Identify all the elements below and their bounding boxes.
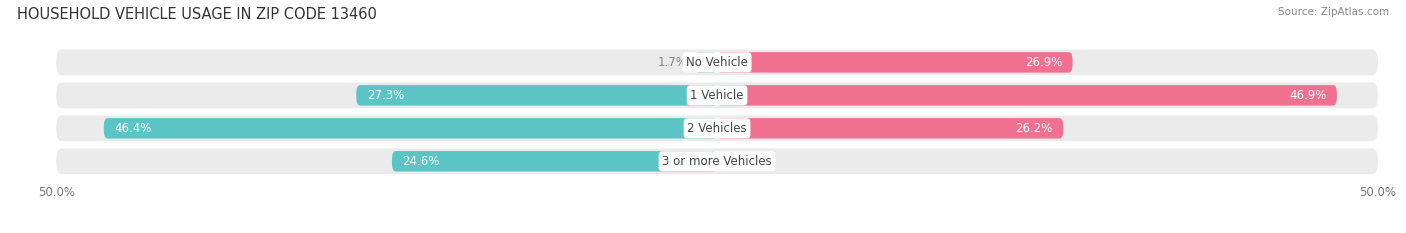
Text: 0.0%: 0.0% bbox=[724, 155, 754, 168]
FancyBboxPatch shape bbox=[56, 148, 1378, 174]
FancyBboxPatch shape bbox=[717, 52, 1073, 73]
FancyBboxPatch shape bbox=[56, 116, 1378, 141]
Text: 27.3%: 27.3% bbox=[367, 89, 404, 102]
Text: 1.7%: 1.7% bbox=[658, 56, 688, 69]
Text: No Vehicle: No Vehicle bbox=[686, 56, 748, 69]
FancyBboxPatch shape bbox=[56, 50, 1378, 75]
Text: 46.4%: 46.4% bbox=[114, 122, 152, 135]
Text: 46.9%: 46.9% bbox=[1289, 89, 1326, 102]
FancyBboxPatch shape bbox=[356, 85, 717, 106]
Text: HOUSEHOLD VEHICLE USAGE IN ZIP CODE 13460: HOUSEHOLD VEHICLE USAGE IN ZIP CODE 1346… bbox=[17, 7, 377, 22]
Text: 24.6%: 24.6% bbox=[402, 155, 440, 168]
FancyBboxPatch shape bbox=[56, 82, 1378, 108]
FancyBboxPatch shape bbox=[717, 85, 1337, 106]
Text: 2 Vehicles: 2 Vehicles bbox=[688, 122, 747, 135]
Text: Source: ZipAtlas.com: Source: ZipAtlas.com bbox=[1278, 7, 1389, 17]
FancyBboxPatch shape bbox=[717, 118, 1063, 139]
Text: 3 or more Vehicles: 3 or more Vehicles bbox=[662, 155, 772, 168]
FancyBboxPatch shape bbox=[392, 151, 717, 171]
FancyBboxPatch shape bbox=[695, 52, 717, 73]
FancyBboxPatch shape bbox=[104, 118, 717, 139]
Text: 26.9%: 26.9% bbox=[1025, 56, 1062, 69]
Text: 26.2%: 26.2% bbox=[1015, 122, 1053, 135]
Text: 1 Vehicle: 1 Vehicle bbox=[690, 89, 744, 102]
